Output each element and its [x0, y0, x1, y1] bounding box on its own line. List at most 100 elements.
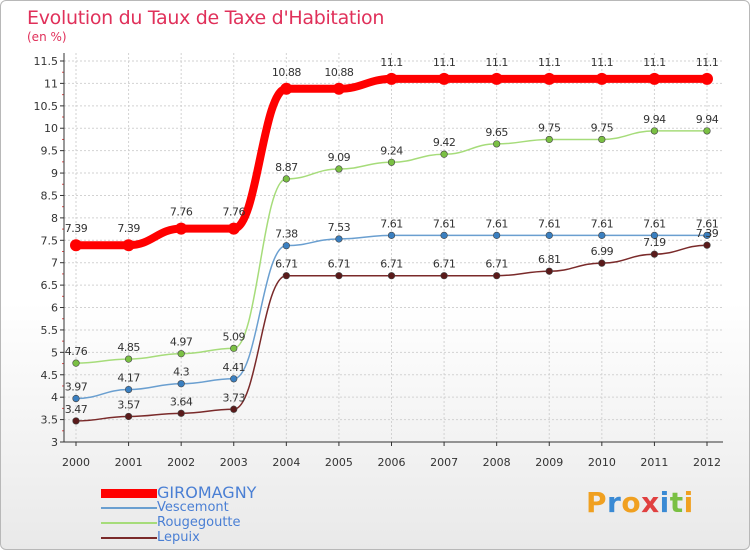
data-label: 4.17 — [117, 372, 140, 385]
x-tick-label: 2006 — [378, 456, 406, 469]
x-tick-label: 2010 — [588, 456, 616, 469]
logo-letter: t — [669, 486, 684, 519]
data-point — [438, 72, 451, 85]
proxiti-logo: Proxiti — [586, 486, 694, 519]
data-point — [282, 272, 290, 280]
data-point — [387, 231, 396, 239]
legend-label: Lepuix — [157, 530, 200, 545]
y-tick-label: 10.5 — [34, 100, 59, 113]
legend-label: Vescemont — [157, 500, 229, 515]
x-tick-label: 2002 — [167, 456, 195, 469]
legend-swatch-vescemont — [101, 507, 157, 509]
data-label: 7.39 — [696, 227, 719, 240]
y-tick-label: 10 — [44, 122, 58, 135]
data-label: 7.38 — [275, 228, 298, 241]
data-point — [332, 82, 345, 95]
data-label: 7.39 — [65, 222, 88, 235]
data-label: 7.19 — [643, 236, 666, 249]
data-point — [440, 272, 448, 280]
data-label: 7.61 — [643, 217, 666, 230]
data-point — [703, 127, 711, 135]
data-label: 7.61 — [591, 217, 614, 230]
data-label: 10.88 — [272, 66, 301, 79]
data-label: 11.1 — [696, 56, 719, 69]
x-tick-label: 2007 — [430, 456, 458, 469]
y-tick-label: 3 — [51, 436, 58, 449]
data-label: 11.1 — [433, 56, 456, 69]
data-label: 6.99 — [591, 245, 614, 258]
data-label: 6.71 — [433, 258, 456, 271]
data-point — [493, 231, 501, 239]
legend-swatch-lepuix — [101, 537, 157, 539]
data-point — [387, 158, 396, 166]
data-label: 4.41 — [223, 361, 246, 374]
data-point — [543, 72, 556, 85]
data-label: 7.61 — [696, 217, 719, 230]
data-label: 4.97 — [170, 336, 193, 349]
data-point — [335, 165, 343, 173]
data-point — [72, 417, 80, 425]
legend-label: Rougegoutte — [157, 515, 241, 530]
data-point — [545, 135, 553, 144]
data-label: 5.09 — [223, 330, 246, 343]
x-tick-label: 2008 — [483, 456, 511, 469]
data-label: 4.76 — [65, 345, 88, 358]
data-point — [230, 405, 238, 413]
x-tick-label: 2000 — [62, 456, 90, 469]
data-label: 6.71 — [328, 258, 351, 271]
logo-letter: x — [641, 486, 660, 519]
logo-letter: i — [683, 486, 694, 519]
data-label: 9.65 — [485, 126, 508, 139]
data-point — [122, 239, 135, 252]
data-point — [387, 272, 396, 280]
y-tick-label: 11 — [44, 77, 58, 90]
y-tick-label: 4.5 — [41, 369, 59, 382]
y-tick-label: 6.5 — [41, 279, 59, 292]
data-label: 7.76 — [170, 206, 193, 219]
data-label: 3.57 — [117, 398, 140, 411]
data-point — [72, 394, 80, 403]
data-point — [490, 72, 503, 85]
data-label: 7.61 — [380, 217, 403, 230]
x-tick-label: 2004 — [272, 456, 300, 469]
data-point — [650, 127, 659, 135]
y-tick-label: 9 — [51, 167, 58, 180]
data-point — [230, 344, 238, 352]
data-label: 6.71 — [485, 258, 508, 271]
logo-letter: i — [659, 486, 670, 519]
data-label: 3.64 — [170, 395, 193, 408]
data-label: 7.61 — [538, 217, 561, 230]
data-label: 7.76 — [223, 206, 246, 219]
data-label: 11.1 — [591, 56, 614, 69]
data-point — [440, 150, 448, 158]
data-point — [177, 380, 185, 388]
data-point — [545, 267, 553, 275]
data-label: 11.1 — [538, 56, 561, 69]
data-point — [703, 231, 711, 239]
y-tick-label: 8 — [51, 212, 58, 225]
data-label: 6.81 — [538, 253, 561, 266]
data-point — [493, 272, 501, 280]
data-point — [598, 231, 606, 239]
y-tick-label: 3.5 — [41, 414, 59, 427]
data-label: 9.24 — [380, 144, 403, 157]
data-label: 7.61 — [485, 217, 508, 230]
data-point — [282, 242, 290, 250]
data-point — [650, 231, 659, 239]
data-point — [493, 140, 501, 148]
x-tick-label: 2005 — [325, 456, 353, 469]
data-point — [701, 72, 713, 85]
chart-title: Evolution du Taux de Taxe d'Habitation — [27, 7, 385, 29]
data-label: 9.75 — [591, 121, 614, 134]
x-tick-label: 2012 — [693, 456, 721, 469]
y-tick-label: 11.5 — [34, 55, 59, 68]
y-tick-label: 7 — [51, 257, 58, 270]
logo-letter: P — [586, 486, 608, 519]
data-label: 7.39 — [117, 222, 140, 235]
data-point — [124, 385, 133, 394]
data-point — [282, 175, 290, 183]
chart-unit: (en %) — [27, 30, 67, 44]
y-tick-label: 9.5 — [41, 145, 59, 158]
